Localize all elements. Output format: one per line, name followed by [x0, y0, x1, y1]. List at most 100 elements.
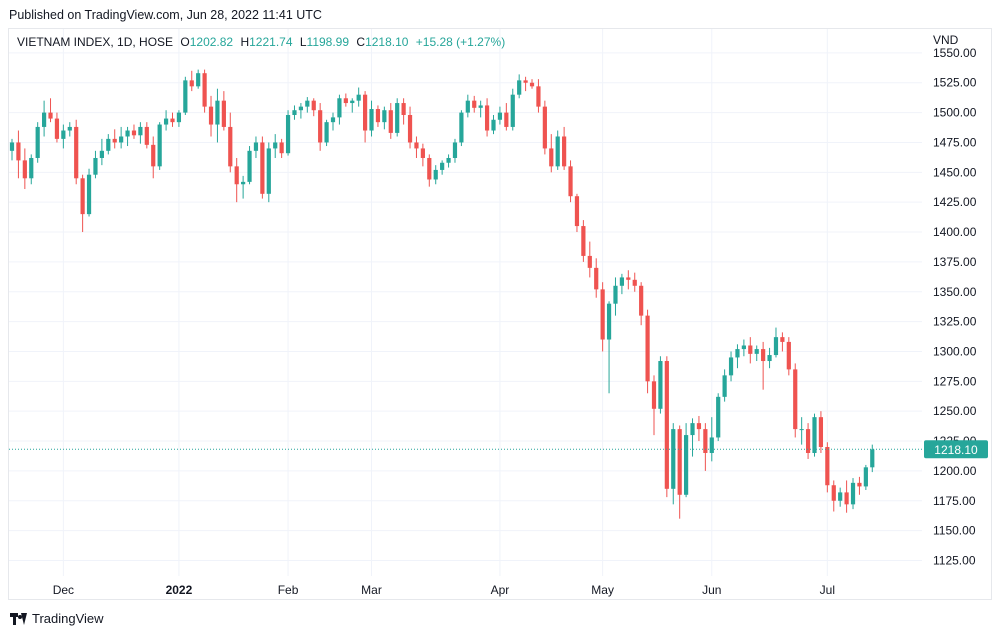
candle[interactable]: [112, 129, 117, 149]
candle[interactable]: [86, 168, 92, 217]
candle[interactable]: [151, 136, 156, 179]
candle[interactable]: [574, 193, 580, 233]
candle[interactable]: [138, 122, 143, 144]
candle[interactable]: [754, 345, 759, 362]
candle[interactable]: [517, 74, 522, 99]
candle[interactable]: [594, 258, 599, 298]
candle[interactable]: [619, 273, 624, 295]
candle[interactable]: [722, 369, 727, 402]
candle[interactable]: [9, 138, 15, 161]
candle[interactable]: [536, 79, 541, 113]
candle[interactable]: [491, 114, 496, 135]
candle[interactable]: [587, 241, 592, 278]
candle[interactable]: [741, 339, 746, 357]
candle[interactable]: [260, 136, 265, 199]
candle[interactable]: [805, 423, 811, 459]
candle[interactable]: [555, 130, 560, 170]
candle[interactable]: [375, 105, 381, 127]
candle[interactable]: [478, 100, 483, 118]
candle[interactable]: [22, 148, 27, 190]
candle[interactable]: [298, 103, 303, 119]
candle[interactable]: [343, 93, 348, 107]
candle[interactable]: [510, 88, 515, 131]
candle[interactable]: [728, 351, 734, 382]
candle[interactable]: [420, 143, 425, 167]
candle[interactable]: [356, 87, 361, 107]
candle[interactable]: [350, 98, 355, 113]
candle[interactable]: [651, 375, 657, 436]
candle[interactable]: [677, 425, 682, 519]
candle[interactable]: [363, 91, 368, 143]
candle[interactable]: [106, 134, 111, 155]
candle[interactable]: [664, 356, 669, 498]
candle[interactable]: [234, 157, 239, 203]
candle[interactable]: [35, 122, 40, 163]
candle[interactable]: [600, 282, 605, 352]
candle[interactable]: [144, 122, 149, 149]
candle[interactable]: [581, 220, 586, 262]
candle[interactable]: [279, 138, 284, 158]
candle[interactable]: [93, 150, 98, 179]
candle[interactable]: [99, 138, 104, 166]
candle[interactable]: [645, 309, 650, 394]
candle[interactable]: [568, 160, 573, 203]
candle[interactable]: [786, 337, 791, 376]
candle[interactable]: [163, 110, 169, 131]
candle[interactable]: [504, 103, 509, 131]
candle[interactable]: [613, 277, 618, 316]
candle[interactable]: [523, 76, 528, 92]
candle[interactable]: [812, 413, 817, 457]
candle[interactable]: [818, 411, 824, 453]
candle[interactable]: [870, 444, 875, 473]
candle[interactable]: [850, 478, 856, 510]
candle[interactable]: [80, 174, 85, 233]
candle[interactable]: [465, 94, 470, 118]
candle[interactable]: [285, 110, 291, 156]
candle[interactable]: [529, 79, 535, 89]
candle[interactable]: [189, 70, 194, 92]
candle[interactable]: [74, 119, 79, 185]
candle[interactable]: [709, 417, 714, 462]
candle[interactable]: [29, 154, 34, 185]
candle[interactable]: [253, 136, 259, 158]
candle[interactable]: [761, 341, 766, 390]
candle[interactable]: [202, 69, 207, 113]
candle[interactable]: [414, 136, 419, 158]
candle[interactable]: [292, 105, 297, 120]
candle[interactable]: [838, 487, 843, 507]
candle[interactable]: [170, 112, 175, 127]
candle[interactable]: [208, 95, 214, 137]
candle[interactable]: [773, 327, 779, 358]
candle[interactable]: [67, 122, 72, 137]
candle[interactable]: [716, 393, 721, 442]
candle[interactable]: [337, 94, 342, 125]
candle[interactable]: [196, 69, 201, 89]
candle[interactable]: [690, 418, 695, 457]
candle[interactable]: [671, 423, 676, 505]
candle[interactable]: [228, 112, 233, 173]
candle[interactable]: [273, 134, 278, 158]
candle[interactable]: [305, 97, 310, 113]
candle[interactable]: [844, 480, 849, 513]
candle[interactable]: [215, 88, 220, 143]
candle[interactable]: [639, 282, 644, 326]
tradingview-brand[interactable]: TradingView: [10, 611, 104, 626]
candle[interactable]: [632, 272, 637, 292]
candle[interactable]: [407, 106, 413, 149]
candle[interactable]: [125, 126, 130, 147]
candle[interactable]: [241, 175, 246, 199]
candle[interactable]: [433, 165, 438, 185]
candle[interactable]: [16, 130, 21, 179]
candle[interactable]: [767, 347, 772, 369]
candle[interactable]: [684, 423, 689, 498]
candle[interactable]: [626, 270, 631, 290]
candle[interactable]: [395, 98, 400, 137]
candle[interactable]: [658, 356, 663, 414]
candle[interactable]: [446, 154, 451, 168]
candle[interactable]: [497, 106, 503, 125]
candle[interactable]: [131, 124, 137, 139]
candle[interactable]: [401, 98, 406, 125]
candle[interactable]: [427, 154, 432, 187]
candle[interactable]: [452, 138, 458, 163]
